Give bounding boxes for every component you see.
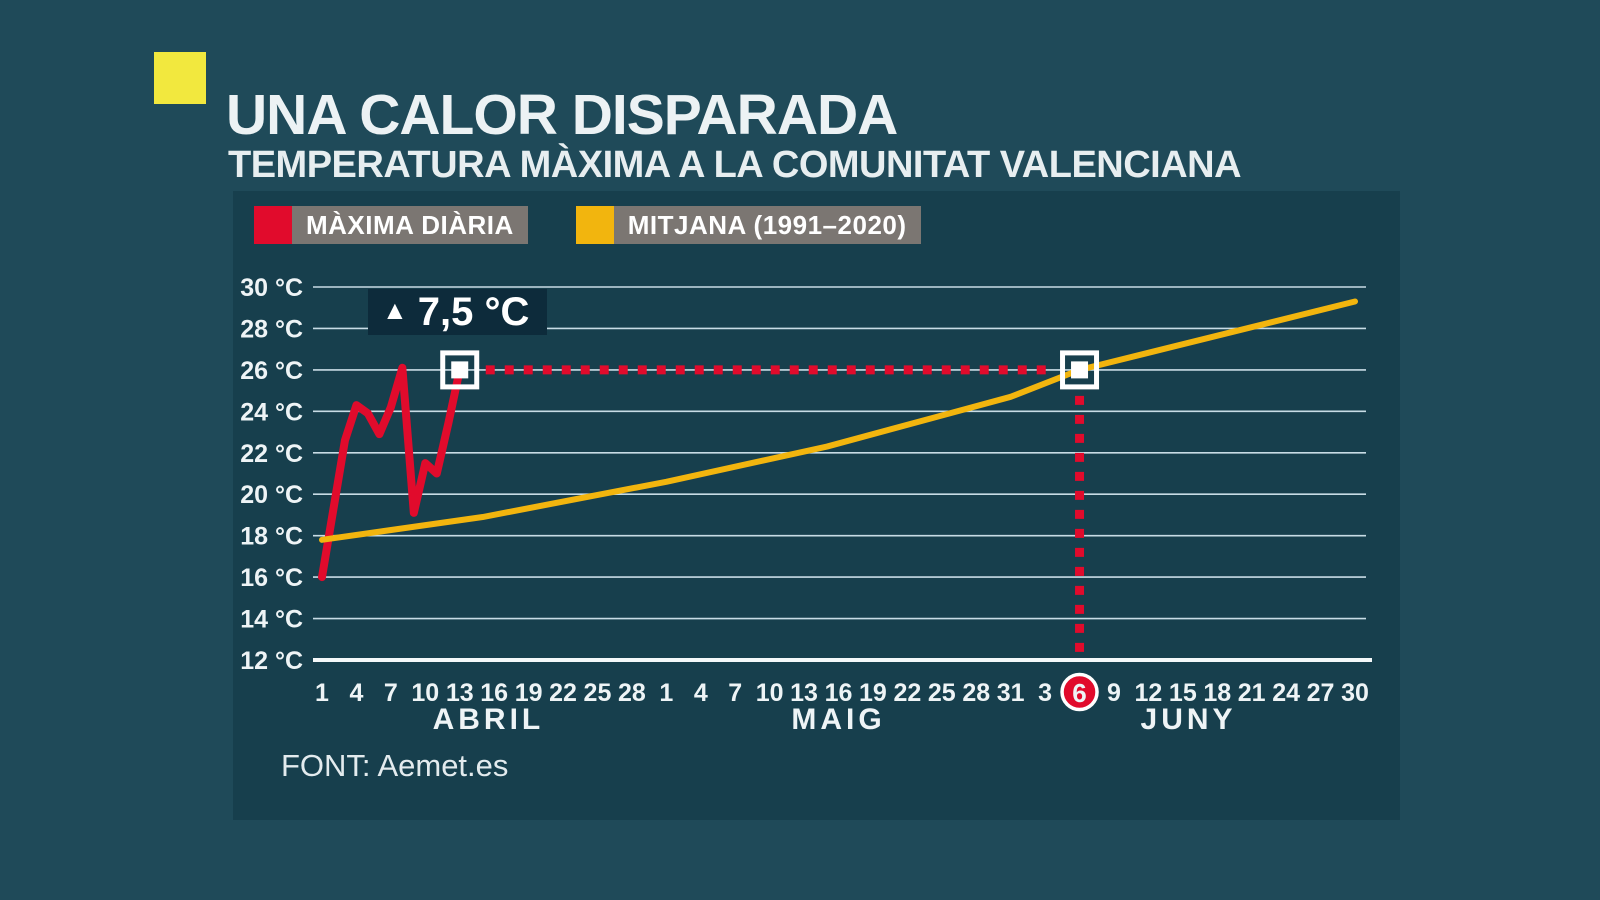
delta-annotation: ▲ 7,5 °C bbox=[368, 289, 548, 335]
marker-outer-june-6 bbox=[1060, 350, 1100, 390]
x-tick-label: 27 bbox=[1307, 679, 1335, 707]
x-tick-label: 9 bbox=[1107, 679, 1121, 707]
series-maxima-diaria-line bbox=[318, 363, 464, 582]
series-mitjana-line bbox=[319, 298, 1358, 543]
x-tick-label: 4 bbox=[349, 679, 363, 707]
circled-day-label: 6 bbox=[1072, 678, 1086, 708]
y-tick-label: 26 °C bbox=[240, 357, 303, 385]
x-tick-label: 18 bbox=[1203, 679, 1231, 707]
y-tick-label: 22 °C bbox=[240, 440, 303, 468]
x-tick-label: 24 bbox=[1272, 679, 1300, 707]
x-tick-label: 16 bbox=[480, 679, 508, 707]
x-tick-label: 22 bbox=[549, 679, 577, 707]
page-title: UNA CALOR DISPARADA bbox=[226, 83, 898, 148]
red-swatch-icon bbox=[254, 206, 292, 244]
x-tick-label: 19 bbox=[515, 679, 543, 707]
y-tick-label: 20 °C bbox=[240, 481, 303, 509]
marker-outer-april-13 bbox=[440, 350, 480, 390]
chart-legend: MÀXIMA DIÀRIA MITJANA (1991–2020) bbox=[254, 206, 921, 244]
delta-annotation-text: 7,5 °C bbox=[417, 289, 530, 334]
x-tick-label: 15 bbox=[1169, 679, 1197, 707]
circled-day-marker bbox=[1060, 672, 1099, 712]
x-tick-label: 13 bbox=[790, 679, 818, 707]
y-tick-label: 30 °C bbox=[240, 274, 303, 302]
x-tick-label: 7 bbox=[384, 679, 398, 707]
x-tick-label: 25 bbox=[584, 679, 612, 707]
x-tick-label: 16 bbox=[825, 679, 853, 707]
x-tick-label: 12 bbox=[1134, 679, 1162, 707]
source-credit: FONT: Aemet.es bbox=[281, 748, 509, 783]
x-tick-label: 31 bbox=[997, 679, 1025, 707]
x-tick-label: 1 bbox=[659, 679, 673, 707]
x-tick-label: 28 bbox=[962, 679, 990, 707]
legend-label: MITJANA (1991–2020) bbox=[613, 206, 921, 244]
marker-inner-june-6 bbox=[1071, 361, 1089, 379]
month-label: ABRIL bbox=[433, 703, 545, 736]
x-tick-label: 19 bbox=[859, 679, 887, 707]
x-tick-label: 30 bbox=[1341, 679, 1369, 707]
legend-item-maxima-diaria: MÀXIMA DIÀRIA bbox=[254, 206, 528, 244]
title-accent-square bbox=[154, 52, 206, 104]
y-tick-label: 14 °C bbox=[240, 606, 303, 634]
x-tick-label: 25 bbox=[928, 679, 956, 707]
y-tick-label: 16 °C bbox=[240, 564, 303, 592]
x-tick-label: 3 bbox=[1038, 679, 1052, 707]
x-tick-label: 10 bbox=[756, 679, 784, 707]
x-tick-label: 28 bbox=[618, 679, 646, 707]
x-tick-label: 10 bbox=[411, 679, 439, 707]
y-tick-label: 24 °C bbox=[240, 398, 303, 426]
x-tick-label: 4 bbox=[694, 679, 708, 707]
y-tick-label: 12 °C bbox=[240, 647, 303, 675]
x-tick-label: 22 bbox=[893, 679, 921, 707]
x-tick-label: 13 bbox=[446, 679, 474, 707]
marker-inner-april-13 bbox=[451, 361, 469, 379]
up-triangle-icon: ▲ bbox=[382, 295, 408, 325]
x-tick-label: 7 bbox=[728, 679, 742, 707]
y-tick-label: 18 °C bbox=[240, 523, 303, 551]
yellow-swatch-icon bbox=[575, 206, 614, 244]
legend-label: MÀXIMA DIÀRIA bbox=[292, 206, 528, 244]
x-tick-label: 1 bbox=[315, 679, 329, 707]
month-label: JUNY bbox=[1141, 703, 1237, 736]
legend-item-mitjana: MITJANA (1991–2020) bbox=[575, 206, 921, 244]
y-tick-label: 28 °C bbox=[240, 315, 303, 343]
page-subtitle: TEMPERATURA MÀXIMA A LA COMUNITAT VALENC… bbox=[228, 143, 1242, 186]
x-tick-label: 21 bbox=[1238, 679, 1266, 707]
month-label: MAIG bbox=[791, 703, 885, 736]
